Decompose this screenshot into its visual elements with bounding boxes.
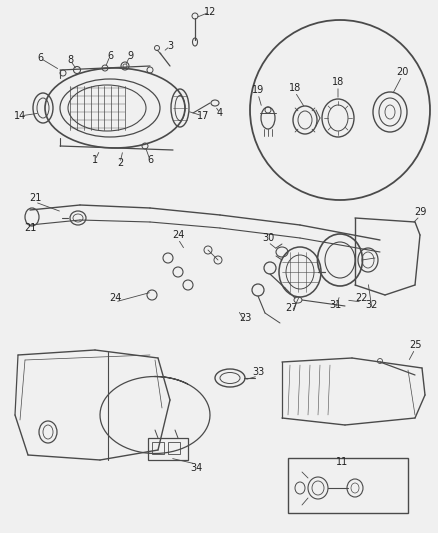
Text: 24: 24 [172, 230, 184, 240]
Text: 4: 4 [217, 108, 223, 118]
Text: 3: 3 [167, 41, 173, 51]
Text: 21: 21 [24, 223, 36, 233]
Text: 22: 22 [356, 293, 368, 303]
Text: 18: 18 [289, 83, 301, 93]
Text: 11: 11 [336, 457, 348, 467]
Text: 31: 31 [329, 300, 341, 310]
Text: 30: 30 [262, 233, 274, 243]
Text: 32: 32 [366, 300, 378, 310]
Text: 6: 6 [37, 53, 43, 63]
Text: 33: 33 [252, 367, 264, 377]
Text: 27: 27 [286, 303, 298, 313]
Bar [288, 458, 408, 513]
Text: 1: 1 [92, 155, 98, 165]
Bar [148, 438, 188, 460]
Text: 6: 6 [107, 51, 113, 61]
Text: 9: 9 [127, 51, 133, 61]
Text: 19: 19 [252, 85, 264, 95]
Text: 25: 25 [409, 340, 421, 350]
Text: 14: 14 [14, 111, 26, 121]
Text: 34: 34 [190, 463, 202, 473]
Text: 23: 23 [239, 313, 251, 323]
Bar [168, 442, 180, 454]
Text: 18: 18 [332, 77, 344, 87]
Bar [152, 442, 164, 454]
Text: 17: 17 [197, 111, 209, 121]
Text: 2: 2 [117, 158, 123, 168]
Text: 8: 8 [67, 55, 73, 65]
Text: 12: 12 [204, 7, 216, 17]
Text: 6: 6 [147, 155, 153, 165]
Text: 29: 29 [414, 207, 426, 217]
Text: 20: 20 [396, 67, 408, 77]
Text: 24: 24 [109, 293, 121, 303]
Text: 21: 21 [29, 193, 41, 203]
